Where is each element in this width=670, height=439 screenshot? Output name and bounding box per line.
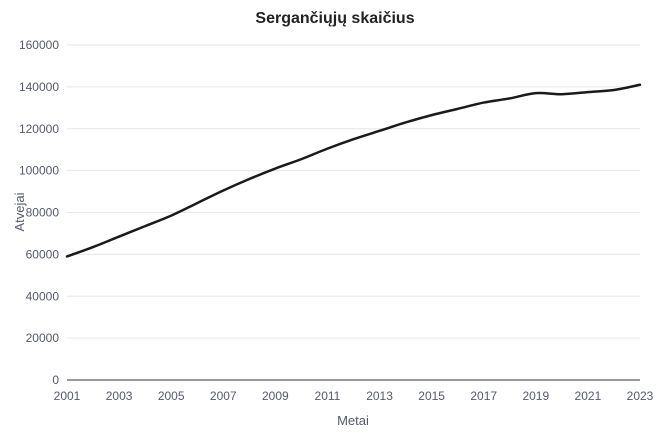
x-tick-label: 2017 (470, 389, 497, 403)
series-line (65, 83, 642, 258)
data-point (140, 221, 150, 231)
x-tick-label: 2003 (106, 389, 133, 403)
data-point (218, 186, 228, 196)
data-point (427, 110, 437, 120)
data-point (583, 87, 593, 97)
chart-title: Sergančiųjų skaičius (255, 10, 414, 27)
data-point (322, 144, 332, 154)
y-tick-label: 100000 (19, 164, 59, 178)
data-point (349, 134, 359, 144)
series-layer (62, 80, 645, 261)
y-tick-label: 140000 (19, 80, 59, 94)
data-point (88, 242, 98, 252)
y-tick-labels: 0 20000 40000 60000 80000 100000 120000 140000 1… (19, 38, 59, 387)
x-tick-label: 2007 (210, 389, 237, 403)
data-point (609, 85, 619, 95)
data-point (531, 88, 541, 98)
y-tick-label: 60000 (26, 247, 60, 261)
y-tick-label: 120000 (19, 122, 59, 136)
y-tick-label: 160000 (19, 38, 59, 52)
data-point (244, 174, 254, 184)
y-tick-label: 40000 (26, 289, 60, 303)
y-tick-label: 0 (52, 373, 59, 387)
data-point (375, 126, 385, 136)
data-point (62, 251, 72, 261)
y-axis-label: Atvejai (12, 192, 27, 231)
x-tick-labels: 2001 2003 2005 2007 2009 2011 2013 2015 2017 2019… (54, 389, 654, 403)
y-tick-label: 80000 (26, 206, 60, 220)
x-tick-label: 2009 (262, 389, 289, 403)
data-point (114, 232, 124, 242)
data-point (192, 198, 202, 208)
data-point (270, 164, 280, 174)
x-tick-label: 2005 (158, 389, 185, 403)
data-point (166, 211, 176, 221)
x-tick-label: 2021 (575, 389, 602, 403)
x-axis-label: Metai (337, 413, 369, 428)
x-tick-label: 2023 (627, 389, 654, 403)
data-point (453, 104, 463, 114)
y-tick-label: 20000 (26, 331, 60, 345)
x-tick-label: 2015 (418, 389, 445, 403)
x-tick-label: 2001 (54, 389, 81, 403)
data-point (635, 80, 645, 90)
data-point (479, 98, 489, 108)
data-point (401, 117, 411, 127)
x-tick-label: 2013 (366, 389, 393, 403)
data-point (557, 89, 567, 99)
data-point (505, 93, 515, 103)
grid-lines (67, 44, 640, 339)
data-point (296, 154, 306, 164)
x-tick-label: 2011 (315, 389, 341, 403)
x-tick-label: 2019 (522, 389, 549, 403)
